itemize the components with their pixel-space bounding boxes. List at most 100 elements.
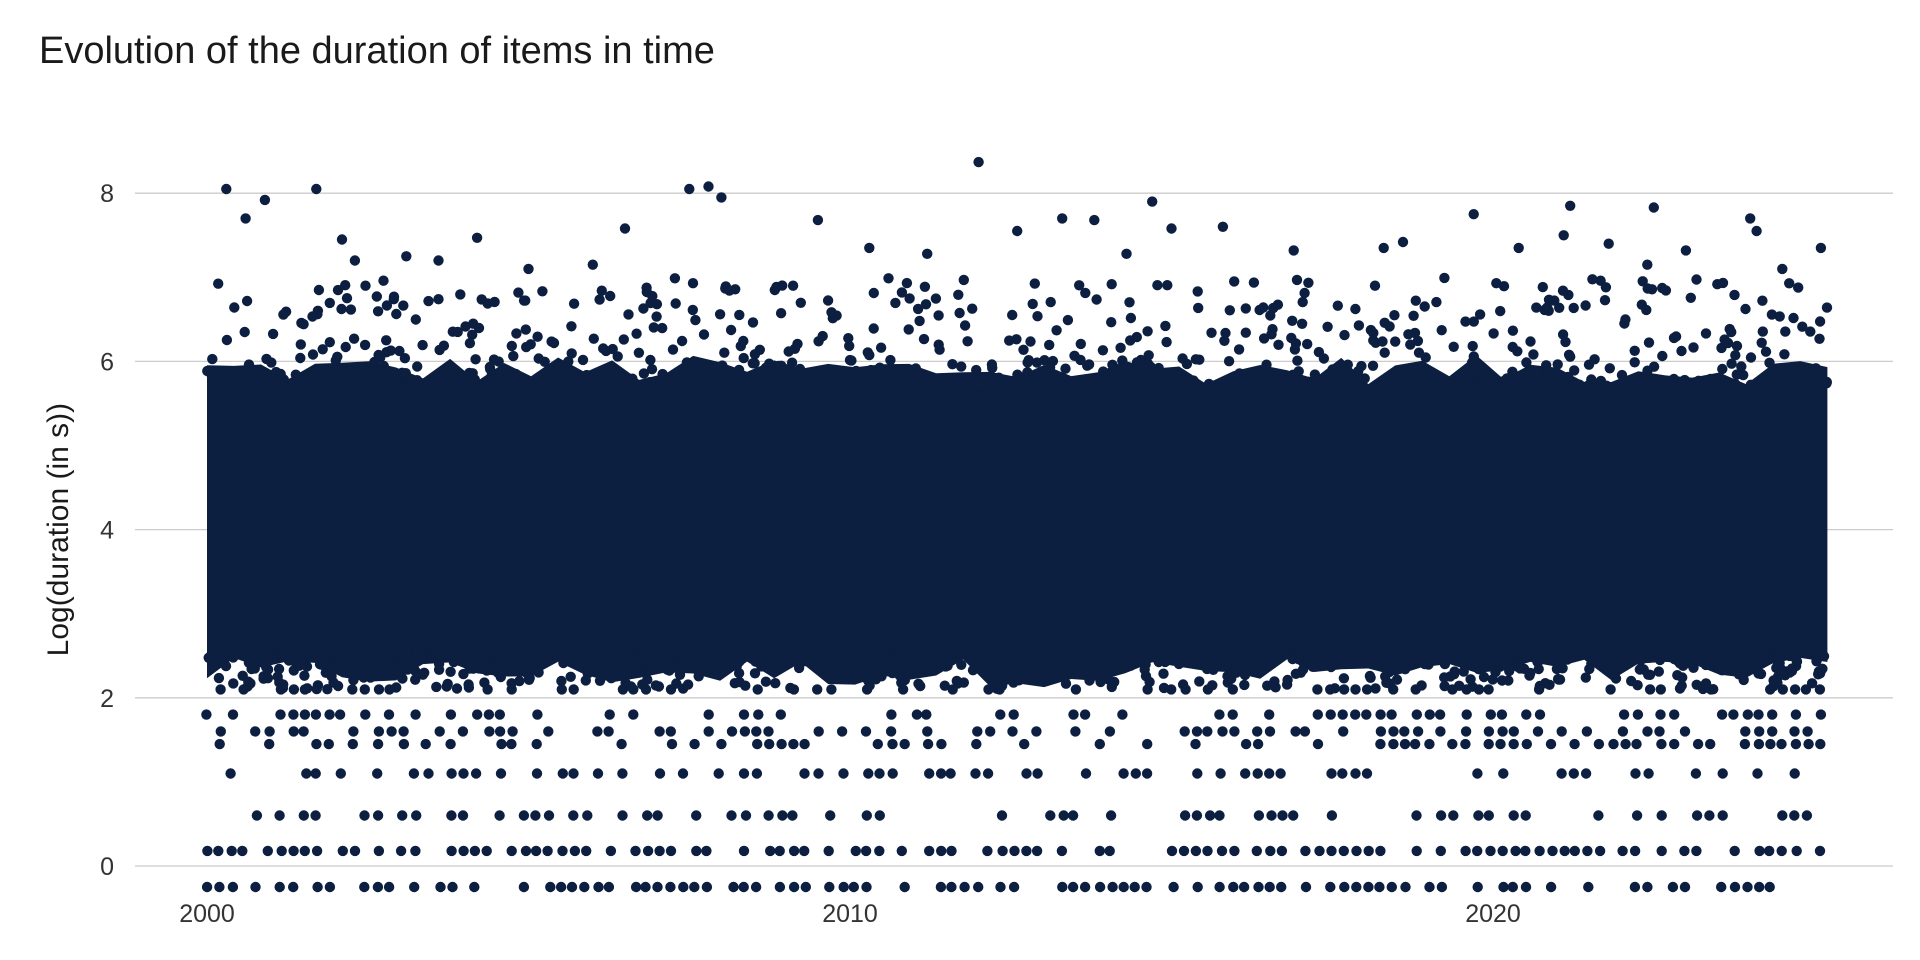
data-point: [1765, 738, 1776, 750]
data-point: [864, 349, 875, 361]
outlier-point: [259, 194, 271, 206]
data-point: [1716, 709, 1728, 720]
data-point: [520, 324, 531, 335]
data-point: [506, 738, 517, 750]
data-point: [1215, 379, 1227, 390]
data-point: [1507, 881, 1519, 893]
data-point: [448, 656, 459, 668]
data-point: [496, 379, 507, 390]
data-point: [1351, 881, 1362, 893]
data-point: [794, 363, 806, 375]
data-point: [935, 768, 947, 779]
data-point: [1178, 845, 1190, 857]
data-point: [657, 652, 669, 664]
data-point: [1460, 316, 1471, 327]
data-point: [408, 768, 420, 779]
data-point: [1412, 335, 1424, 347]
data-point: [545, 881, 556, 893]
data-point: [1229, 845, 1240, 857]
data-point: [1337, 709, 1348, 720]
data-point: [1318, 353, 1330, 364]
data-point: [1166, 684, 1177, 695]
data-point: [262, 647, 274, 658]
data-point: [1790, 709, 1802, 720]
data-point: [788, 684, 800, 695]
data-point: [1756, 337, 1767, 348]
data-point: [372, 768, 383, 779]
data-point: [850, 365, 862, 377]
data-point: [1007, 726, 1018, 737]
data-point: [1653, 666, 1665, 677]
data-point: [817, 330, 828, 342]
data-point: [1008, 881, 1020, 893]
data-point: [1240, 327, 1252, 338]
data-point: [654, 726, 665, 737]
data-point: [1510, 646, 1522, 657]
data-point: [1726, 358, 1737, 369]
data-point: [1802, 647, 1813, 659]
outlier-point: [1777, 263, 1788, 275]
data-point: [208, 652, 220, 664]
data-point: [1569, 845, 1581, 857]
data-point: [1326, 810, 1338, 821]
data-point: [518, 374, 530, 385]
data-point: [1074, 280, 1085, 291]
data-point: [551, 380, 562, 391]
data-point: [1669, 709, 1680, 720]
data-point: [592, 726, 603, 737]
data-point: [872, 738, 883, 750]
data-point: [582, 810, 593, 821]
data-point: [1645, 378, 1657, 390]
data-point: [1325, 881, 1336, 893]
data-point: [1091, 294, 1102, 305]
data-point: [713, 768, 724, 779]
data-point: [775, 709, 786, 720]
data-point: [1219, 646, 1230, 658]
data-point: [1383, 658, 1394, 670]
data-point: [1632, 709, 1644, 720]
data-point: [887, 738, 898, 750]
data-point: [1521, 357, 1532, 368]
data-point: [1018, 344, 1029, 355]
data-point: [970, 658, 982, 669]
tick-labels: 0 2 4 6 8 2000 2010 2020: [100, 180, 1521, 928]
data-point: [1388, 738, 1399, 750]
data-point: [714, 309, 726, 320]
data-point: [813, 768, 824, 779]
data-point: [563, 356, 574, 367]
data-point: [773, 360, 784, 372]
data-point: [1252, 738, 1264, 750]
data-point: [1483, 684, 1494, 695]
outlier-point: [1565, 200, 1576, 211]
data-point: [261, 662, 272, 673]
data-point: [447, 326, 458, 337]
data-point: [926, 647, 938, 658]
data-point: [1106, 279, 1117, 290]
data-point: [348, 674, 359, 686]
data-point: [508, 350, 519, 362]
data-point: [566, 321, 577, 332]
data-point: [1327, 364, 1338, 375]
data-point: [860, 726, 872, 737]
data-point: [1220, 658, 1232, 669]
data-point: [1004, 646, 1015, 658]
data-point: [788, 655, 799, 666]
data-point: [1353, 320, 1365, 331]
data-point: [1419, 301, 1430, 312]
data-point: [1436, 325, 1447, 336]
data-point: [861, 881, 872, 893]
data-point: [1669, 738, 1680, 750]
data-point: [1739, 738, 1751, 750]
data-point: [1361, 684, 1373, 695]
data-point: [1258, 333, 1270, 344]
data-point: [786, 357, 798, 368]
data-point: [213, 672, 225, 684]
data-point: [1776, 738, 1787, 750]
data-point: [1083, 359, 1095, 370]
data-point: [376, 376, 388, 388]
data-point: [788, 881, 800, 893]
y-tick-label: 0: [100, 853, 114, 881]
data-point: [1269, 653, 1280, 664]
data-point: [992, 650, 1004, 661]
data-point: [987, 362, 998, 374]
